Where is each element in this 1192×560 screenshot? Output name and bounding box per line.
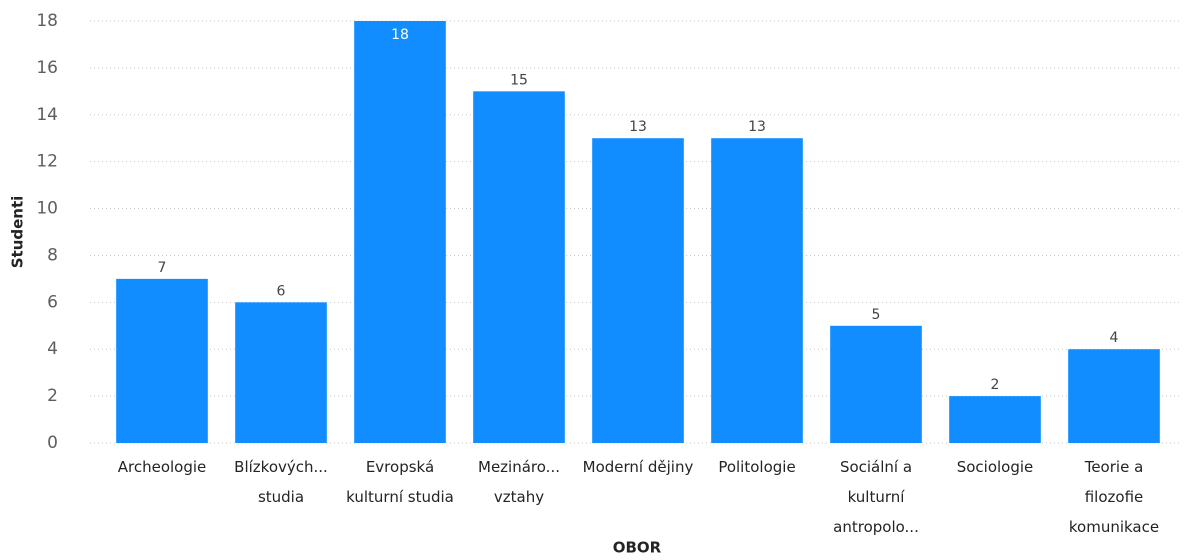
- bar: [711, 138, 803, 443]
- y-tick-label: 18: [36, 11, 58, 31]
- data-label: 7: [158, 260, 167, 276]
- y-tick-label: 10: [36, 199, 58, 219]
- x-tick-label: Blízkových... studia: [234, 458, 328, 506]
- bar: [354, 21, 446, 443]
- bar: [949, 396, 1041, 443]
- data-label: 18: [391, 27, 409, 43]
- bar: [592, 138, 684, 443]
- x-tick-label: Mezináro... vztahy: [478, 458, 560, 506]
- y-tick-label: 2: [47, 386, 58, 406]
- x-tick-label: Evropská kulturní studia: [346, 458, 454, 506]
- y-tick-label: 4: [47, 339, 58, 359]
- bar: [1068, 349, 1160, 443]
- x-tick-label: Sociální a kulturní antropolo...: [833, 458, 919, 536]
- data-label: 4: [1110, 330, 1119, 346]
- y-tick-label: 14: [36, 105, 58, 125]
- x-tick-label: Sociologie: [957, 458, 1034, 476]
- bar: [235, 302, 327, 443]
- data-label: 13: [748, 119, 766, 135]
- data-label: 2: [991, 377, 1000, 393]
- y-tick-label: 0: [47, 433, 58, 453]
- data-label: 6: [277, 283, 286, 299]
- y-tick-label: 6: [47, 292, 58, 312]
- x-tick-label: Politologie: [718, 458, 795, 476]
- y-tick-label: 8: [47, 245, 58, 265]
- x-tick-label: Teorie a filozofie komunikace: [1069, 458, 1159, 536]
- data-label: 5: [872, 307, 881, 323]
- x-tick-label: Moderní dějiny: [583, 458, 694, 476]
- x-axis-title: OBOR: [613, 539, 662, 557]
- x-tick-label: Archeologie: [118, 458, 207, 476]
- bar: [830, 325, 922, 443]
- bar: [473, 91, 565, 443]
- y-tick-label: 16: [36, 58, 58, 78]
- y-tick-label: 12: [36, 152, 58, 172]
- bar: [116, 278, 208, 443]
- data-label: 13: [629, 119, 647, 135]
- data-label: 15: [510, 72, 528, 88]
- y-axis-title: Studenti: [9, 196, 27, 269]
